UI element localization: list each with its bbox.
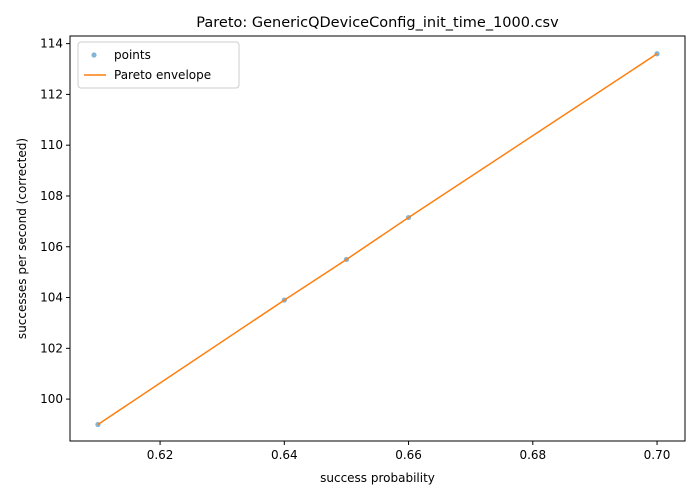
pareto-envelope-line — [97, 53, 658, 426]
legend-box — [77, 41, 240, 89]
y-tick-label: 114 — [40, 37, 63, 51]
y-tick-label: 100 — [40, 392, 63, 406]
y-tick-label: 106 — [40, 240, 63, 254]
x-axis-label: success probability — [320, 471, 435, 485]
x-tick-label: 0.62 — [147, 448, 174, 462]
x-tick-label: 0.66 — [395, 448, 422, 462]
x-axis: 0.62 0.64 0.66 0.68 0.70 — [147, 441, 671, 462]
y-axis: 100 102 104 106 108 110 112 114 — [40, 37, 70, 406]
chart-title: Pareto: GenericQDeviceConfig_init_time_1… — [196, 15, 559, 31]
pareto-envelope-series — [97, 53, 658, 426]
legend-points-label: points — [114, 48, 151, 62]
legend-line-label: Pareto envelope — [114, 68, 211, 82]
legend: points Pareto envelope — [77, 41, 240, 89]
y-tick-label: 108 — [40, 189, 63, 203]
plot-area — [69, 35, 686, 442]
plot-frame — [69, 35, 686, 442]
y-tick-label: 104 — [40, 291, 63, 305]
x-tick-label: 0.64 — [271, 448, 298, 462]
y-tick-label: 112 — [40, 87, 63, 101]
y-axis-label: successes per second (corrected) — [15, 138, 29, 339]
y-tick-label: 110 — [40, 138, 63, 152]
y-tick-label: 102 — [40, 341, 63, 355]
x-tick-label: 0.68 — [519, 448, 546, 462]
x-tick-label: 0.70 — [644, 448, 671, 462]
legend-points-marker — [91, 52, 97, 58]
